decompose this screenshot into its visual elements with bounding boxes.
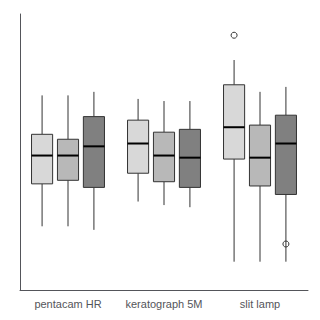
svg-text:pentacam HR: pentacam HR [34,298,101,310]
svg-text:keratograph 5M: keratograph 5M [125,298,202,310]
svg-text:slit lamp: slit lamp [240,298,280,310]
